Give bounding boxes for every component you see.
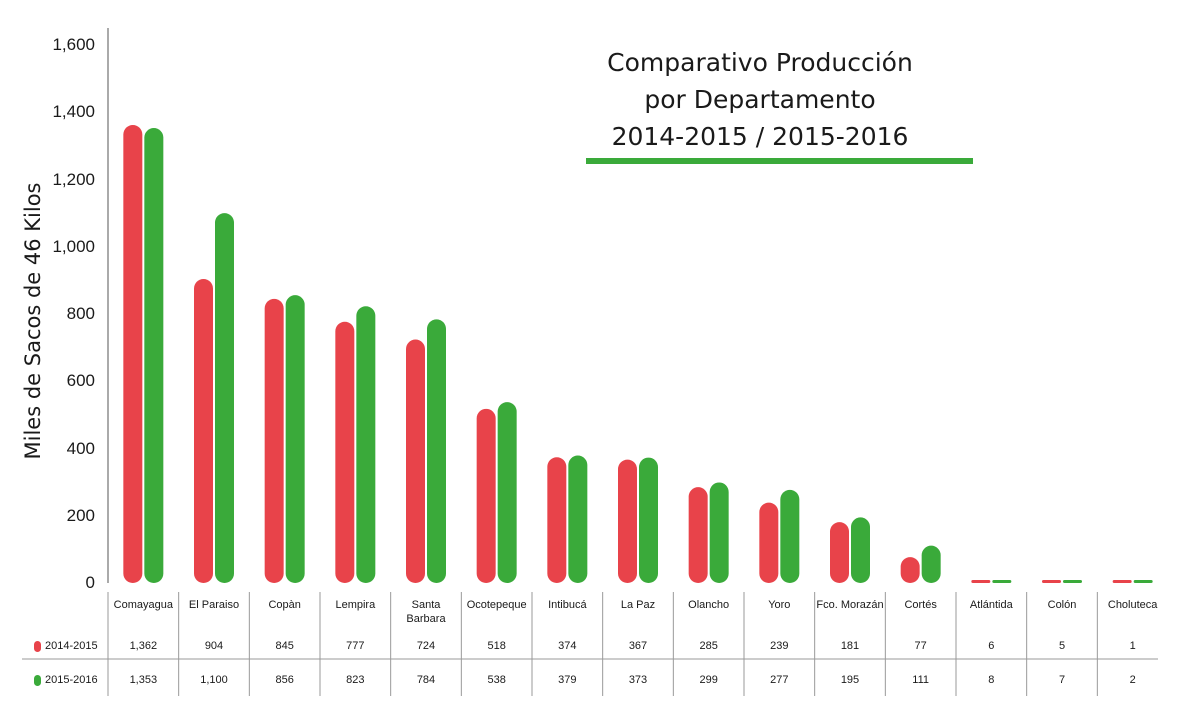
bar-series-2: [568, 455, 588, 583]
data-table-value: 784: [416, 674, 436, 686]
bar-series-2: [709, 482, 729, 583]
data-table-value: 277: [770, 674, 789, 686]
bar-series-1: [123, 125, 143, 583]
y-tick-label: 1,000: [52, 236, 95, 256]
x-category-label: Atlántida: [969, 599, 1013, 611]
x-category-label: Comayagua: [113, 599, 173, 611]
data-table-value: 2: [1129, 674, 1136, 686]
y-tick-label: 1,400: [52, 102, 95, 122]
bar-series-2: [356, 306, 376, 583]
bar-series-1: [900, 557, 920, 583]
x-category-label: Fco. Morazán: [816, 599, 884, 611]
data-table-value: 1,362: [129, 640, 158, 652]
x-category-label: Olancho: [688, 599, 730, 611]
data-table-value: 6: [988, 640, 995, 652]
bar-series-2: [427, 319, 446, 583]
data-table-value: 195: [840, 674, 860, 686]
x-category-label: Copàn: [268, 599, 301, 611]
data-table-value: 181: [840, 640, 860, 652]
y-tick-label: 600: [66, 371, 95, 391]
data-table-value: 379: [558, 674, 577, 686]
bar-series-2: [215, 213, 234, 583]
x-category-label: El Paraiso: [188, 599, 240, 611]
y-tick-label: 200: [66, 505, 95, 525]
legend-item: 2015-2016: [34, 674, 98, 686]
y-tick-label: 1,200: [52, 169, 95, 189]
data-table-value: 367: [628, 640, 648, 652]
bar-series-1: [830, 522, 849, 583]
x-category-label: Yoro: [768, 599, 791, 611]
data-table-value: 373: [628, 674, 648, 686]
y-tick-label: 1,600: [52, 35, 95, 54]
legend-item: 2014-2015: [34, 640, 98, 652]
data-table-value: 856: [275, 674, 294, 686]
bar-series-1: [1112, 580, 1132, 583]
bar-series-1: [688, 487, 708, 583]
bar-series-1: [194, 279, 213, 583]
data-table-value: 904: [204, 640, 224, 652]
bar-series-1: [476, 408, 496, 583]
x-category-label: Cortés: [904, 599, 937, 611]
data-table-value: 5: [1058, 640, 1066, 652]
chart-bars: [123, 125, 1153, 583]
x-category-label: La Paz: [620, 599, 656, 611]
bar-series-2: [285, 295, 305, 583]
chart-title-line-3: 2014-2015 / 2015-2016: [611, 122, 909, 151]
bar-series-1: [759, 502, 779, 583]
data-table-value: 518: [487, 640, 506, 652]
bar-series-2: [497, 402, 517, 583]
bar-series-1: [971, 580, 991, 583]
bar-series-1: [406, 339, 425, 583]
data-table-value: 77: [914, 640, 927, 652]
data-table-value: 285: [699, 640, 718, 652]
data-table-value: 777: [346, 640, 365, 652]
bar-series-2: [144, 128, 164, 583]
title-underline: [586, 158, 973, 164]
data-table-lines: [22, 592, 1158, 696]
chart-title-line-2: por Departamento: [644, 85, 876, 114]
bar-series-1: [264, 298, 284, 583]
x-category-label: Choluteca: [1107, 599, 1158, 611]
y-tick-label: 0: [85, 573, 95, 592]
data-table-value: 845: [275, 640, 294, 652]
bar-series-1: [335, 321, 355, 583]
bar-series-1: [547, 457, 567, 583]
x-category-label: Colón: [1047, 599, 1077, 611]
data-table-value: 299: [699, 674, 718, 686]
y-tick-label: 400: [66, 438, 95, 458]
data-table-value: 7: [1058, 674, 1066, 686]
bar-series-2: [851, 517, 870, 583]
bar-series-2: [780, 489, 800, 583]
bar-series-1: [618, 459, 637, 583]
bar-series-2: [921, 545, 941, 583]
data-table-value: 823: [346, 674, 365, 686]
y-tick-label: 800: [66, 304, 95, 323]
x-category-label: Santa Barbara: [406, 599, 446, 625]
bar-series-2: [639, 457, 658, 583]
bar-series-2: [1133, 580, 1153, 583]
data-table-value: 1,353: [129, 674, 158, 686]
legend-label: 2014-2015: [45, 640, 98, 652]
data-table-value: 111: [912, 674, 930, 686]
bar-series-2: [992, 580, 1012, 583]
data-table-value: 538: [487, 674, 506, 686]
data-table-value: 8: [988, 674, 995, 686]
legend-label: 2015-2016: [45, 674, 98, 686]
bar-series-2: [1063, 580, 1082, 583]
chart-title-line-1: Comparativo Producción: [607, 48, 913, 77]
x-category-label: Intibucá: [548, 599, 587, 611]
data-table-value: 239: [770, 640, 789, 652]
data-table-value: 724: [416, 640, 436, 652]
x-category-label: Lempira: [335, 599, 376, 611]
legend-swatch: [34, 640, 41, 652]
bar-series-1: [1042, 580, 1061, 583]
data-table-value: 1: [1129, 640, 1136, 652]
data-table-value: 374: [558, 640, 577, 652]
chart-title: Comparativo Producción por Departamento …: [555, 44, 965, 155]
x-category-label: Ocotepeque: [466, 599, 527, 611]
data-table-value: 1,100: [200, 674, 228, 686]
legend-swatch: [34, 674, 41, 686]
